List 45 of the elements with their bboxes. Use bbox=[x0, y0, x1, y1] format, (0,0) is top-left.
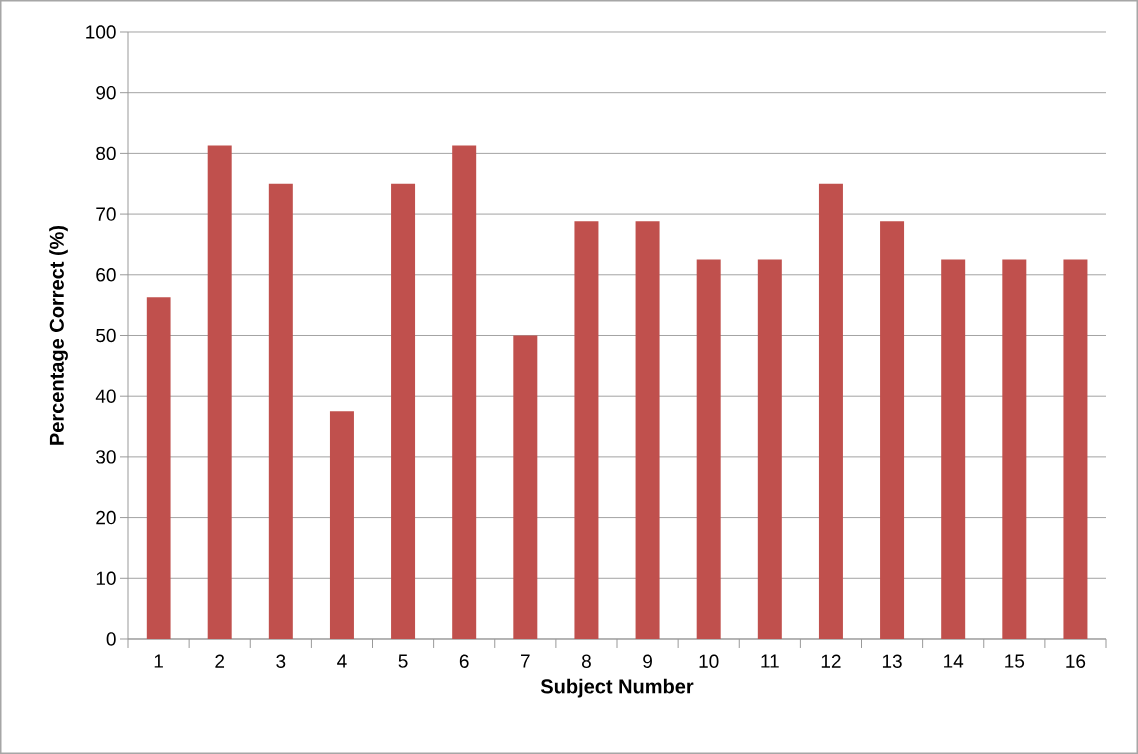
bar bbox=[1063, 259, 1088, 639]
x-tick-label: 16 bbox=[1066, 654, 1086, 668]
bar bbox=[513, 335, 538, 639]
bar bbox=[268, 183, 293, 639]
bar bbox=[574, 221, 599, 639]
bar bbox=[1002, 259, 1027, 639]
x-tick-label: 11 bbox=[761, 654, 779, 668]
bar bbox=[941, 259, 966, 639]
bar bbox=[635, 221, 660, 639]
bar bbox=[207, 145, 232, 639]
x-tick-label: 10 bbox=[699, 654, 719, 668]
y-axis-title: Percentage Correct (%) bbox=[49, 225, 68, 445]
bar bbox=[146, 297, 171, 639]
x-tick-label: 15 bbox=[1005, 654, 1025, 668]
x-tick-label: 5 bbox=[398, 654, 408, 668]
x-tick-label: 2 bbox=[215, 654, 225, 668]
y-tick-label: 0 bbox=[106, 632, 116, 646]
y-tick-label: 80 bbox=[96, 146, 116, 161]
y-tick-label: 100 bbox=[86, 25, 116, 39]
x-axis-title: Subject Number bbox=[540, 678, 694, 698]
x-tick-label: 3 bbox=[276, 654, 286, 668]
x-tick-label: 6 bbox=[459, 654, 469, 668]
y-tick-label: 70 bbox=[96, 207, 116, 221]
x-tick-label: 8 bbox=[581, 654, 591, 668]
x-tick-label: 9 bbox=[643, 654, 652, 668]
x-tick-label: 13 bbox=[882, 654, 902, 668]
y-tick-label: 20 bbox=[96, 510, 116, 525]
bar bbox=[391, 183, 416, 639]
bar bbox=[329, 411, 354, 639]
x-tick-label: 12 bbox=[821, 654, 841, 668]
x-tick-label: 1 bbox=[154, 654, 163, 668]
y-tick-label: 90 bbox=[96, 85, 116, 100]
y-tick-label: 30 bbox=[96, 450, 116, 464]
y-tick-label: 40 bbox=[95, 389, 116, 403]
bar bbox=[818, 183, 843, 639]
x-tick-label: 14 bbox=[944, 654, 964, 668]
x-tick-label: 4 bbox=[337, 654, 347, 668]
bar bbox=[452, 145, 477, 639]
bar bbox=[757, 259, 782, 639]
y-tick-label: 10 bbox=[96, 571, 116, 586]
x-tick-label: 7 bbox=[521, 654, 530, 668]
bar bbox=[696, 259, 721, 639]
y-tick-label: 60 bbox=[96, 268, 116, 282]
y-tick-label: 50 bbox=[96, 328, 116, 343]
bar bbox=[880, 221, 905, 639]
